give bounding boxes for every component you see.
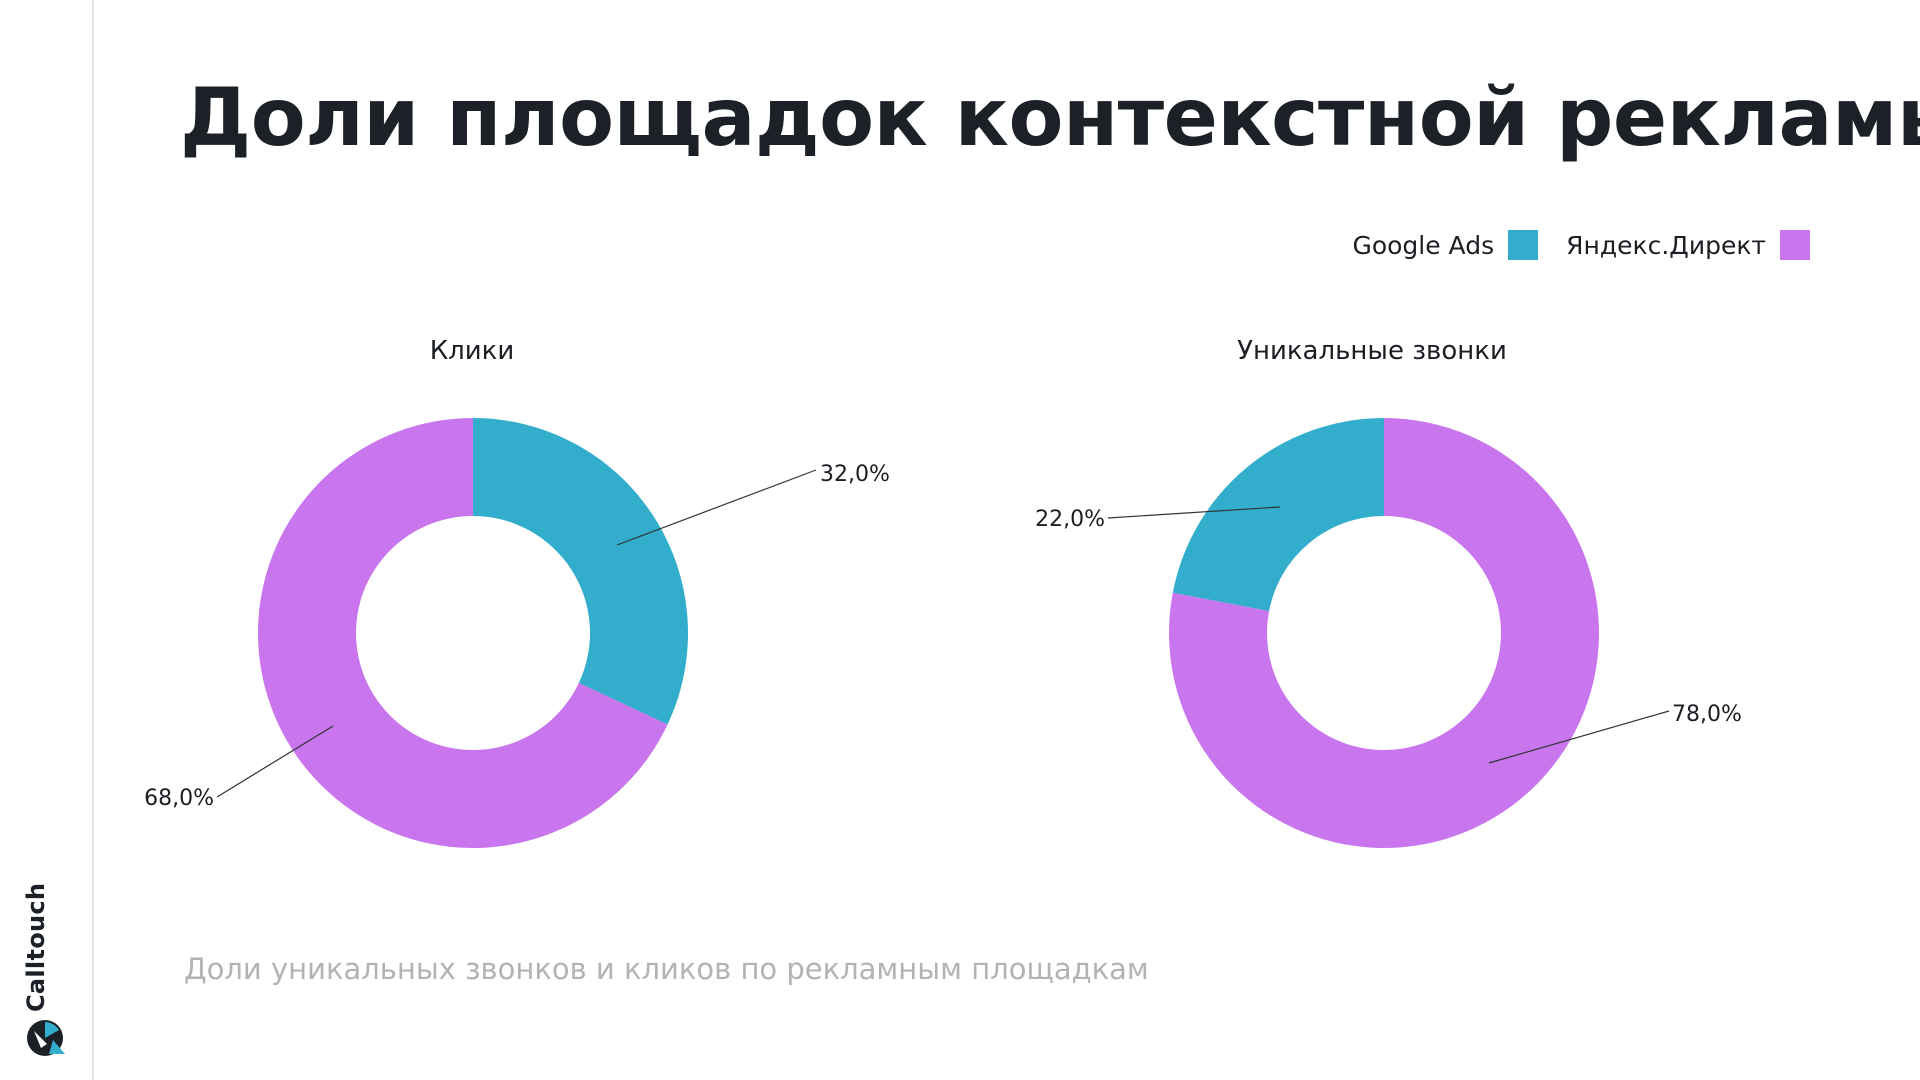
data-label-1-0: 22,0% [1035,507,1105,532]
legend-item-yandex-direct: Яндекс.Директ [1566,230,1810,260]
donut-slice-1-0 [1172,418,1384,612]
leader-line-0-0 [616,469,817,546]
legend-item-google-ads: Google Ads [1352,230,1539,260]
leader-line-1-1 [1488,710,1670,764]
chart-title-unique-calls: Уникальные звонки [1237,336,1507,366]
brand-wordmark: Calltouch [22,882,50,1012]
data-label-0-1: 68,0% [144,786,214,811]
donut-slice-0-0 [473,418,689,725]
legend-label-yandex-direct: Яндекс.Директ [1566,230,1766,260]
side-divider [92,0,94,1080]
page-title: Доли площадок контекстной рекламы [180,71,1920,164]
data-label-1-1: 78,0% [1672,702,1742,727]
chart-title-clicks: Клики [429,336,515,366]
legend-label-google-ads: Google Ads [1352,230,1495,260]
slide-caption: Доли уникальных звонков и кликов по рекл… [184,952,1149,986]
calltouch-logo-icon [27,1020,65,1056]
legend-swatch-google-ads [1508,230,1539,260]
leader-line-0-1 [216,725,334,798]
legend-swatch-yandex-direct [1780,230,1810,260]
chart-legend: Google Ads Яндекс.Директ [1352,230,1810,260]
data-label-0-0: 32,0% [820,462,890,487]
donut-slice-0-1 [258,417,668,848]
leader-line-1-0 [1107,506,1281,519]
donut-slice-1-1 [1169,418,1599,849]
